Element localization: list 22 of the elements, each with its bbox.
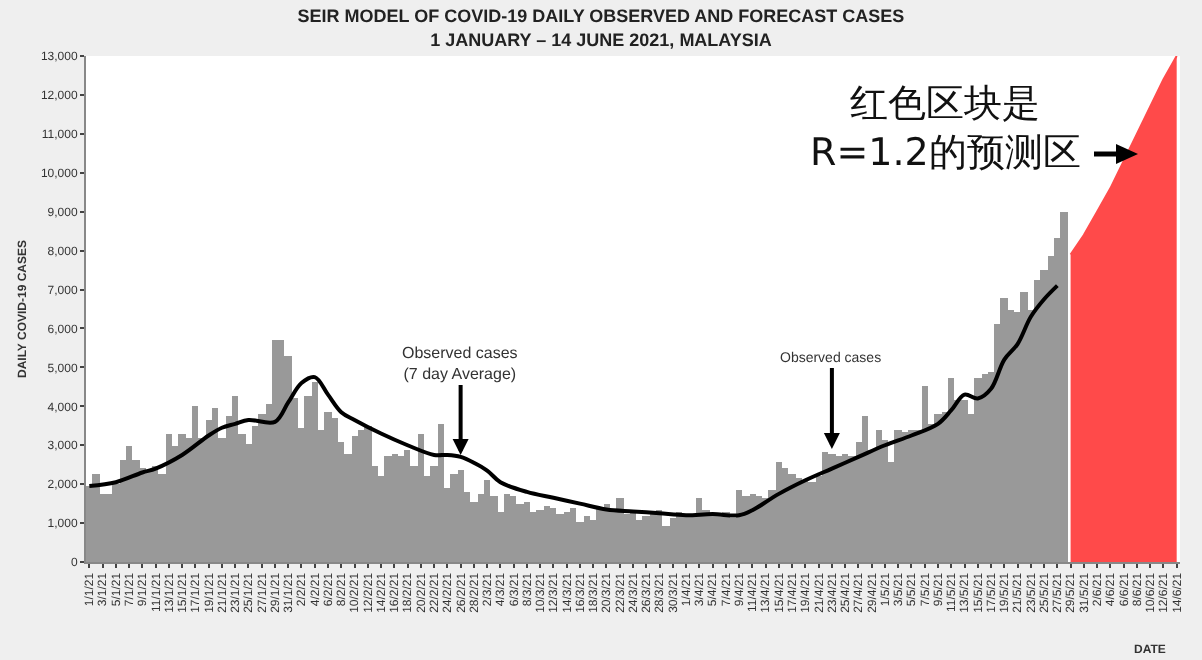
annotation: Observed cases (7 day Average) (402, 344, 518, 383)
bar (166, 434, 172, 562)
bar (736, 490, 742, 562)
bar (922, 386, 928, 562)
bar (596, 508, 604, 562)
bar (364, 426, 372, 562)
bar (418, 434, 424, 562)
bar (776, 462, 782, 562)
bar (438, 424, 444, 562)
bar (656, 510, 662, 562)
bar (670, 518, 676, 562)
bar (312, 382, 318, 562)
bar (862, 416, 868, 562)
bar (696, 498, 702, 562)
chart-title: SEIR MODEL OF COVID-19 DAILY OBSERVED AND FORECAST CASES 1 JANUARY – 14 JUNE 2021, MALAYSIA (297, 6, 905, 50)
bar (570, 508, 576, 562)
bar (756, 496, 762, 562)
bar (272, 340, 278, 562)
annotation: 红色区块是 R=1.2的预测区 (810, 82, 1081, 176)
bar (1060, 212, 1068, 562)
bar (192, 406, 198, 562)
bar (504, 494, 510, 562)
